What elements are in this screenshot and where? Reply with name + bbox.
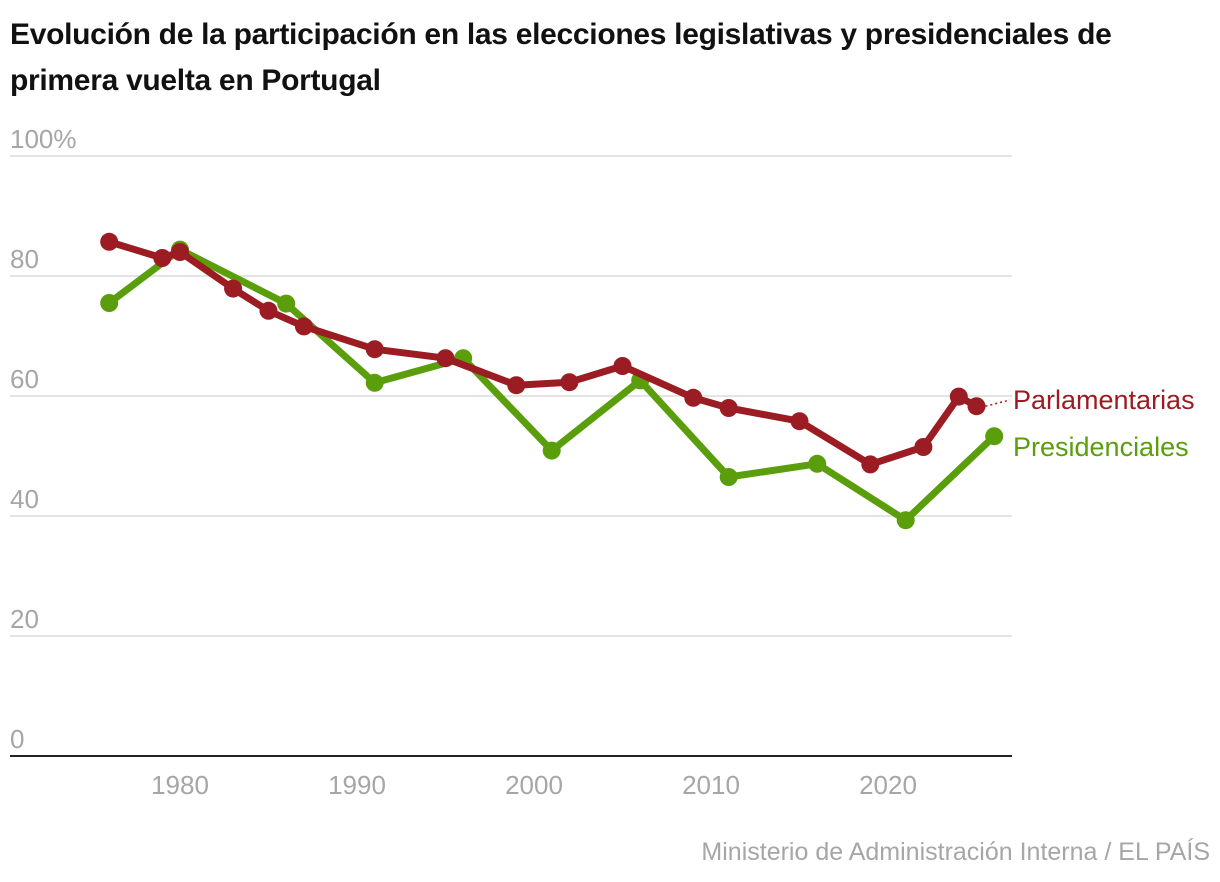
data-point <box>861 455 880 474</box>
data-point <box>967 397 986 416</box>
y-tick-label: 0 <box>10 724 24 754</box>
label-leader-line <box>985 399 1011 407</box>
y-tick-label: 20 <box>10 604 39 634</box>
y-tick-label: 100% <box>10 124 77 154</box>
x-tick-label: 2020 <box>859 770 917 800</box>
data-point <box>719 468 738 486</box>
data-point <box>790 412 809 431</box>
data-point <box>100 232 119 251</box>
data-point <box>153 249 172 267</box>
data-point <box>259 301 278 320</box>
data-point <box>100 294 119 312</box>
source-note: Ministerio de Administración Interna / E… <box>701 838 1210 866</box>
data-point <box>224 279 243 298</box>
y-tick-label: 80 <box>10 244 39 274</box>
data-point <box>985 427 1004 446</box>
axes: 100% 80 60 40 20 0 1980 1990 2000 2010 2020 <box>10 124 1012 800</box>
data-point <box>613 357 632 375</box>
data-point <box>914 438 933 456</box>
series-label-presidenciales: Presidenciales <box>1013 432 1189 462</box>
gridlines <box>10 155 1012 637</box>
data-point <box>896 511 915 530</box>
chart-title: Evolución de la participación en las ele… <box>10 18 1112 97</box>
data-point <box>294 317 313 336</box>
x-tick-label: 1980 <box>151 770 209 800</box>
data-point <box>719 399 738 417</box>
x-tick-label: 1990 <box>328 770 386 800</box>
series <box>100 232 1004 530</box>
data-point <box>542 441 561 460</box>
series-label-parlamentarias: Parlamentarias <box>1013 385 1195 415</box>
data-point <box>560 373 579 392</box>
series-parlamentarias <box>100 232 986 474</box>
series-line <box>105 238 980 468</box>
x-tick-label: 2010 <box>682 770 740 800</box>
data-point <box>365 373 384 392</box>
y-tick-label: 60 <box>10 364 39 394</box>
y-tick-label: 40 <box>10 484 39 514</box>
data-point <box>684 388 703 407</box>
data-point <box>277 294 296 313</box>
data-point <box>507 376 526 395</box>
data-point <box>171 243 189 261</box>
data-point <box>808 454 827 473</box>
series-labels: Presidenciales Parlamentarias <box>985 385 1195 462</box>
data-point <box>949 387 968 406</box>
x-tick-label: 2000 <box>505 770 563 800</box>
data-point <box>436 349 455 368</box>
data-point <box>365 340 384 359</box>
